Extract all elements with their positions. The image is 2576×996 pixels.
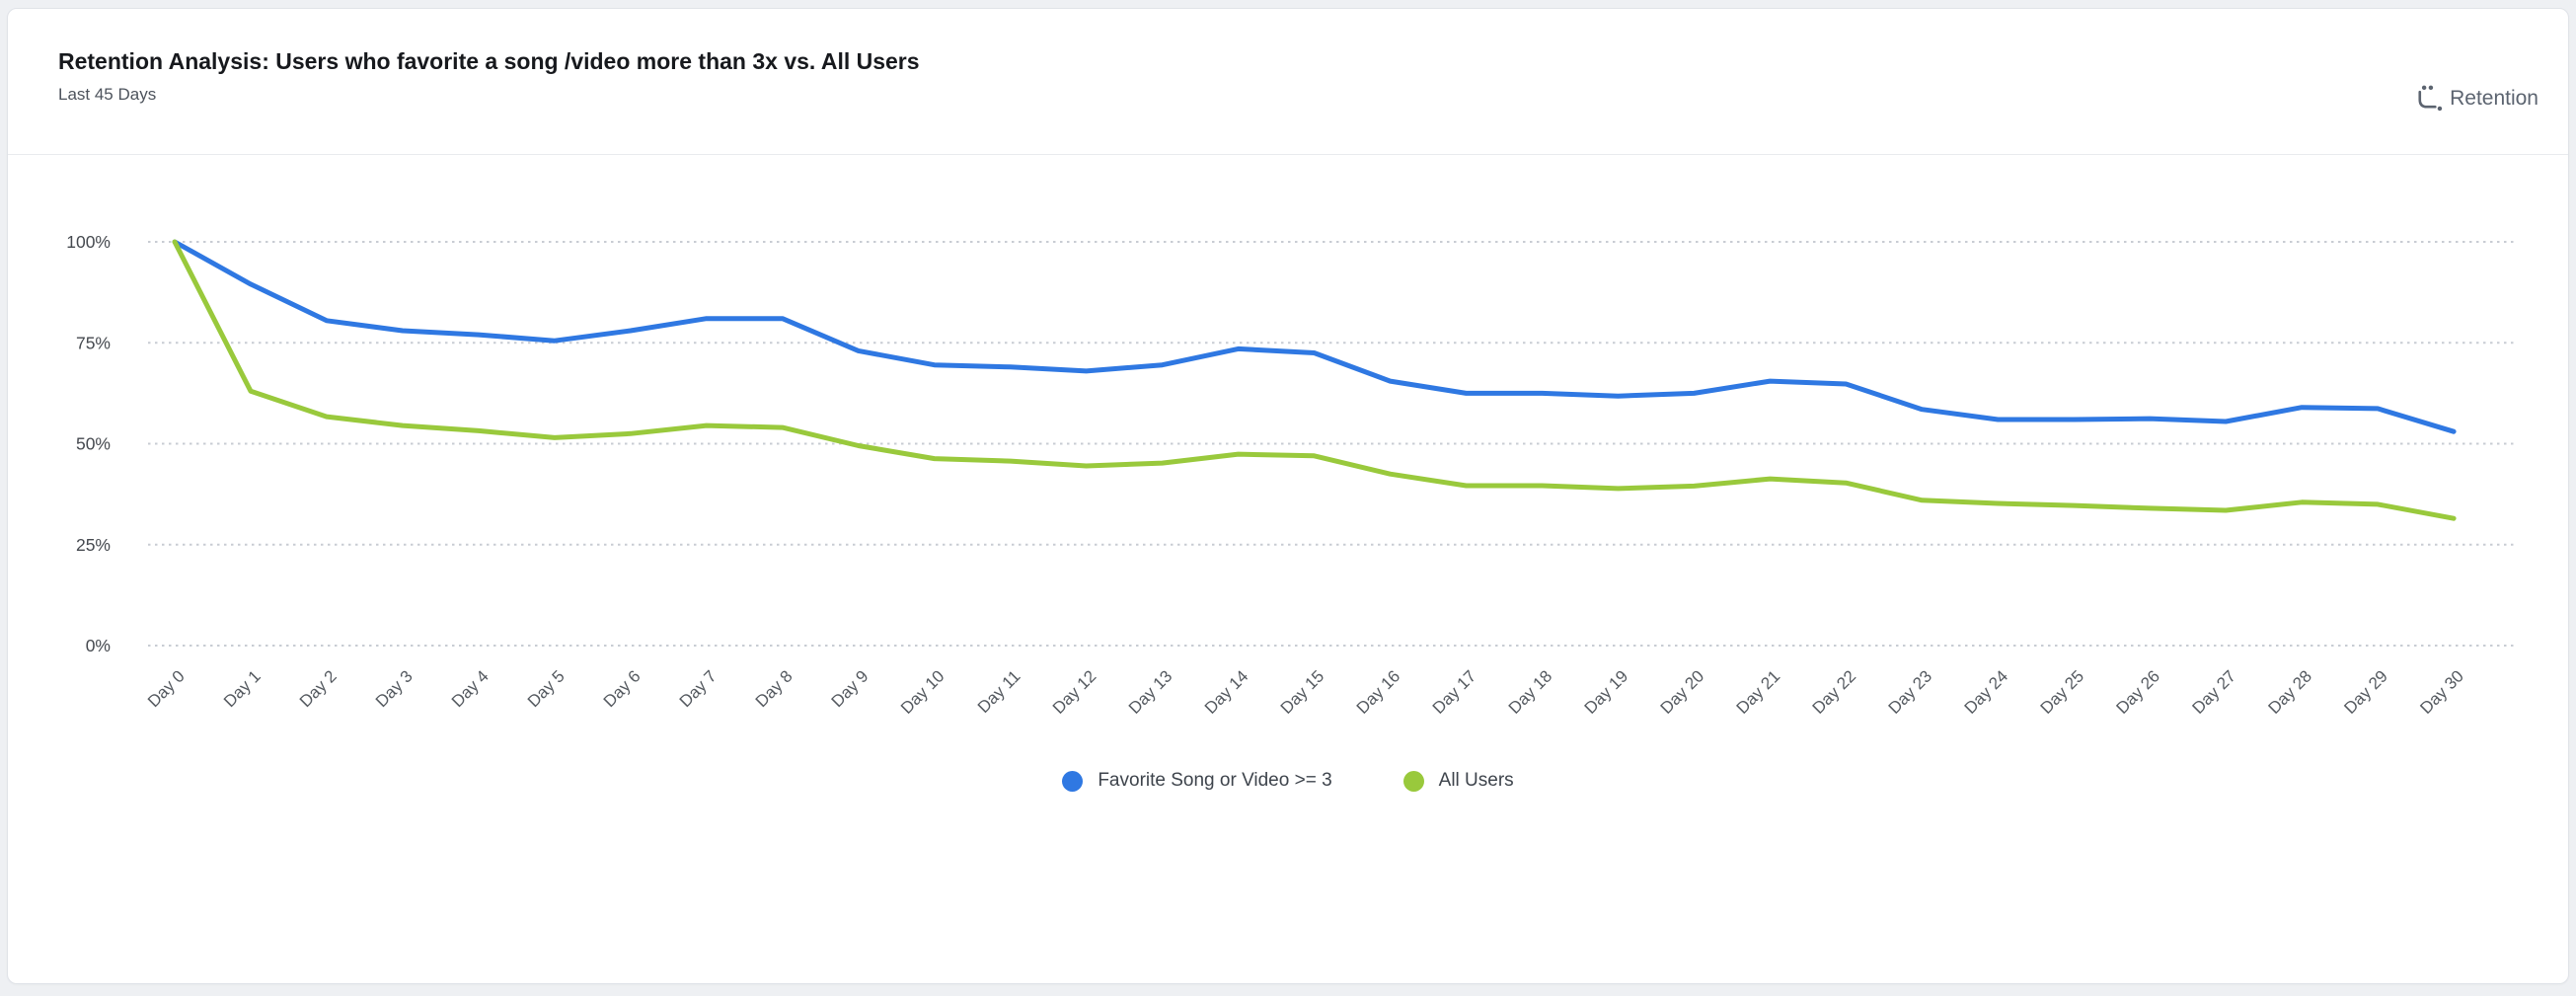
legend-dot-all-users bbox=[1402, 770, 1424, 792]
x-axis-tick-day-2: Day 2 bbox=[296, 666, 341, 711]
x-axis-tick-day-15: Day 15 bbox=[1277, 666, 1328, 718]
x-axis-tick-day-13: Day 13 bbox=[1125, 666, 1176, 718]
x-axis-tick-day-11: Day 11 bbox=[974, 666, 1024, 717]
x-axis-tick-day-12: Day 12 bbox=[1049, 666, 1100, 718]
card-header: Retention Analysis: Users who favorite a… bbox=[8, 9, 2568, 155]
x-axis-tick-day-25: Day 25 bbox=[2037, 666, 2088, 718]
retention-chart-type-icon bbox=[2412, 82, 2445, 115]
x-axis-tick-day-8: Day 8 bbox=[752, 666, 796, 711]
y-axis-tick-0%: 0% bbox=[86, 636, 111, 655]
retention-card: Retention Analysis: Users who favorite a… bbox=[7, 8, 2569, 984]
x-axis-tick-day-16: Day 16 bbox=[1353, 666, 1404, 718]
chart-type-label: Retention bbox=[2450, 86, 2538, 110]
x-axis-tick-day-28: Day 28 bbox=[2264, 666, 2315, 718]
x-axis-tick-day-6: Day 6 bbox=[600, 666, 644, 711]
x-axis-tick-day-18: Day 18 bbox=[1505, 666, 1556, 718]
legend-item-favorite-song-or-video[interactable]: Favorite Song or Video >= 3 bbox=[1062, 770, 1332, 792]
x-axis-tick-day-5: Day 5 bbox=[524, 666, 568, 711]
x-axis-tick-day-22: Day 22 bbox=[1809, 666, 1860, 718]
y-axis-tick-75%: 75% bbox=[76, 333, 111, 352]
y-axis-tick-25%: 25% bbox=[76, 535, 111, 555]
x-axis-tick-day-29: Day 29 bbox=[2340, 666, 2391, 718]
x-axis-tick-day-21: Day 21 bbox=[1733, 666, 1784, 718]
y-axis-tick-100%: 100% bbox=[66, 232, 111, 252]
y-axis-tick-50%: 50% bbox=[76, 434, 111, 454]
x-axis-tick-day-17: Day 17 bbox=[1429, 666, 1480, 718]
series-line-all-users bbox=[172, 239, 2457, 521]
x-axis-tick-day-4: Day 4 bbox=[448, 666, 492, 711]
x-axis-tick-day-30: Day 30 bbox=[2416, 666, 2467, 718]
x-axis-tick-day-24: Day 24 bbox=[1961, 666, 2012, 718]
x-axis-tick-day-0: Day 0 bbox=[144, 666, 189, 711]
x-axis-tick-day-9: Day 9 bbox=[828, 666, 872, 711]
legend-dot-favorite-song-or-video bbox=[1062, 770, 1084, 792]
x-axis-tick-day-14: Day 14 bbox=[1201, 666, 1252, 718]
x-axis-tick-day-1: Day 1 bbox=[220, 666, 265, 711]
legend-label-favorite-song-or-video: Favorite Song or Video >= 3 bbox=[1098, 770, 1332, 791]
chart-legend: Favorite Song or Video >= 3 All Users bbox=[0, 770, 2576, 792]
x-axis-tick-day-20: Day 20 bbox=[1657, 666, 1708, 718]
x-axis-tick-day-19: Day 19 bbox=[1581, 666, 1632, 718]
x-axis-tick-day-3: Day 3 bbox=[372, 666, 417, 711]
x-axis-tick-day-23: Day 23 bbox=[1885, 666, 1936, 718]
x-axis-tick-day-7: Day 7 bbox=[676, 666, 720, 711]
legend-item-all-users[interactable]: All Users bbox=[1402, 770, 1514, 792]
x-axis-tick-day-26: Day 26 bbox=[2112, 666, 2163, 718]
chart-type-indicator: Retention bbox=[2412, 82, 2538, 115]
chart-subtitle: Last 45 Days bbox=[58, 85, 157, 104]
legend-label-all-users: All Users bbox=[1438, 770, 1514, 791]
x-axis-tick-day-27: Day 27 bbox=[2188, 666, 2239, 718]
x-axis-tick-day-10: Day 10 bbox=[897, 666, 948, 718]
chart-title: Retention Analysis: Users who favorite a… bbox=[58, 48, 920, 74]
series-line-favorite-song-or-video bbox=[172, 239, 2457, 434]
